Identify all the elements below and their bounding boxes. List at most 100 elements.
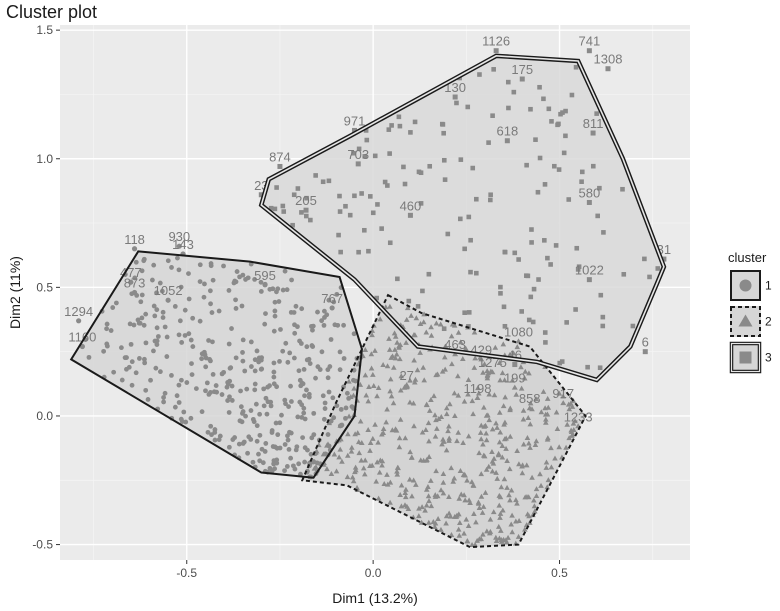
- point-cluster-2: [514, 344, 521, 350]
- point-cluster-1: [327, 364, 333, 369]
- point-cluster-3: [374, 295, 379, 301]
- point-cluster-3: [440, 122, 446, 127]
- point-cluster-3: [542, 238, 547, 243]
- point-cluster-2: [470, 411, 476, 417]
- point-cluster-2: [432, 412, 438, 418]
- point-cluster-2: [362, 347, 369, 353]
- point-cluster-2: [568, 427, 574, 433]
- point-label: 580: [578, 185, 600, 200]
- point-cluster-1: [142, 360, 148, 366]
- point-cluster-1: [337, 367, 343, 373]
- labeled-point-cluster-3: [407, 212, 413, 218]
- point-label: 595: [254, 268, 276, 283]
- point-label: 1126: [482, 34, 510, 49]
- point-cluster-1: [197, 318, 203, 324]
- point-cluster-1: [343, 405, 349, 411]
- point-cluster-2: [370, 435, 376, 441]
- point-cluster-1: [321, 308, 327, 314]
- point-cluster-1: [292, 322, 297, 328]
- point-cluster-2: [486, 391, 492, 397]
- point-cluster-3: [366, 248, 371, 254]
- point-cluster-2: [402, 494, 409, 500]
- labeled-point-cluster-1: [131, 246, 138, 252]
- labeled-point-cluster-2: [489, 369, 496, 375]
- point-cluster-2: [410, 477, 417, 483]
- point-cluster-2: [467, 500, 473, 506]
- point-cluster-2: [367, 447, 373, 453]
- point-cluster-2: [432, 523, 438, 529]
- point-cluster-1: [186, 296, 192, 302]
- point-cluster-1: [286, 446, 292, 452]
- point-cluster-1: [317, 367, 323, 372]
- point-cluster-1: [321, 322, 327, 328]
- point-cluster-2: [527, 444, 533, 450]
- point-cluster-3: [573, 64, 579, 70]
- point-cluster-3: [498, 291, 503, 296]
- point-cluster-3: [382, 179, 388, 185]
- point-cluster-1: [351, 331, 357, 337]
- point-cluster-2: [496, 502, 503, 508]
- point-cluster-3: [295, 186, 301, 191]
- point-cluster-2: [390, 364, 397, 370]
- point-cluster-2: [423, 502, 430, 508]
- point-cluster-1: [320, 393, 326, 399]
- point-cluster-3: [576, 264, 582, 269]
- point-cluster-2: [431, 393, 437, 399]
- point-cluster-2: [328, 470, 335, 476]
- legend-key-3: [729, 341, 762, 374]
- point-cluster-2: [352, 469, 358, 475]
- point-cluster-3: [647, 274, 652, 280]
- point-cluster-3: [529, 227, 534, 232]
- point-cluster-2: [384, 406, 390, 412]
- point-cluster-3: [352, 193, 357, 199]
- point-cluster-1: [150, 277, 155, 283]
- point-cluster-1: [219, 371, 225, 377]
- point-label: 703: [347, 147, 369, 162]
- point-cluster-1: [306, 356, 312, 362]
- point-cluster-2: [457, 467, 464, 473]
- point-cluster-2: [461, 530, 467, 536]
- labeled-point-cluster-3: [586, 277, 592, 283]
- point-cluster-3: [601, 230, 606, 235]
- point-cluster-1: [244, 386, 250, 392]
- point-cluster-3: [308, 217, 313, 223]
- labeled-point-cluster-3: [605, 66, 611, 72]
- point-cluster-2: [483, 412, 490, 418]
- point-cluster-2: [448, 465, 455, 471]
- point-cluster-2: [428, 477, 434, 483]
- point-cluster-1: [258, 289, 264, 294]
- point-cluster-1: [193, 386, 199, 391]
- point-cluster-2: [516, 461, 522, 467]
- point-cluster-2: [465, 391, 471, 397]
- point-cluster-3: [621, 272, 627, 277]
- point-cluster-2: [426, 519, 432, 525]
- point-cluster-1: [160, 309, 166, 315]
- point-cluster-1: [108, 328, 114, 333]
- point-cluster-2: [563, 444, 569, 450]
- point-cluster-3: [477, 72, 482, 77]
- point-cluster-3: [385, 183, 390, 188]
- point-cluster-1: [137, 356, 142, 361]
- point-cluster-1: [250, 459, 256, 465]
- point-cluster-2: [443, 405, 450, 411]
- point-cluster-1: [325, 432, 331, 437]
- point-cluster-2: [499, 443, 506, 449]
- point-cluster-1: [338, 407, 344, 412]
- point-cluster-2: [402, 489, 409, 495]
- point-cluster-2: [525, 414, 532, 420]
- point-cluster-1: [221, 263, 226, 269]
- point-cluster-2: [443, 520, 449, 526]
- point-cluster-2: [464, 477, 470, 483]
- point-cluster-1: [186, 331, 192, 337]
- x-tick-label: -0.5: [176, 566, 197, 580]
- point-cluster-3: [466, 324, 471, 329]
- point-cluster-3: [491, 67, 496, 72]
- point-cluster-1: [110, 305, 116, 310]
- point-cluster-3: [356, 249, 361, 255]
- point-cluster-2: [490, 509, 497, 515]
- point-cluster-1: [280, 348, 286, 354]
- point-cluster-2: [515, 533, 522, 539]
- point-cluster-3: [364, 137, 370, 143]
- point-cluster-1: [334, 291, 340, 297]
- point-cluster-2: [484, 371, 491, 377]
